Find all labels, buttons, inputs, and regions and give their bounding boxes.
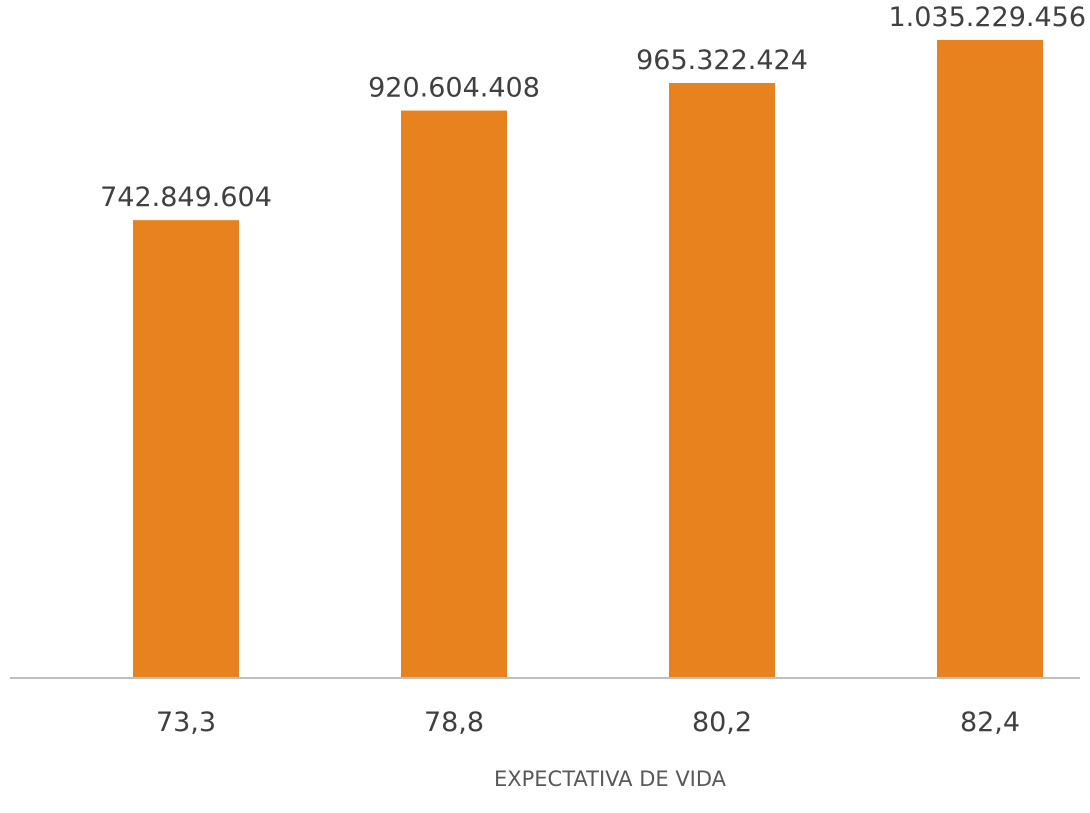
bars-group [133, 39, 1043, 679]
bar-2 [401, 110, 507, 678]
data-label-4: 1.035.229.456 [888, 2, 1086, 33]
data-labels-group: 742.849.604 920.604.408 965.322.424 1.035.2… [100, 2, 1086, 213]
bar-1 [133, 220, 239, 678]
x-axis-title: EXPECTATIVA DE VIDA [494, 767, 727, 791]
bar-4 [937, 39, 1043, 679]
bar-3 [669, 83, 775, 678]
data-label-2: 920.604.408 [368, 73, 540, 104]
x-tick-labels-group: 73,3 78,8 80,2 82,4 [156, 707, 1020, 738]
x-tick-label-4: 82,4 [960, 707, 1020, 738]
x-tick-label-2: 78,8 [424, 707, 484, 738]
data-label-3: 965.322.424 [636, 45, 808, 76]
data-label-1: 742.849.604 [100, 182, 272, 213]
x-tick-label-3: 80,2 [692, 707, 752, 738]
x-tick-label-1: 73,3 [156, 707, 216, 738]
